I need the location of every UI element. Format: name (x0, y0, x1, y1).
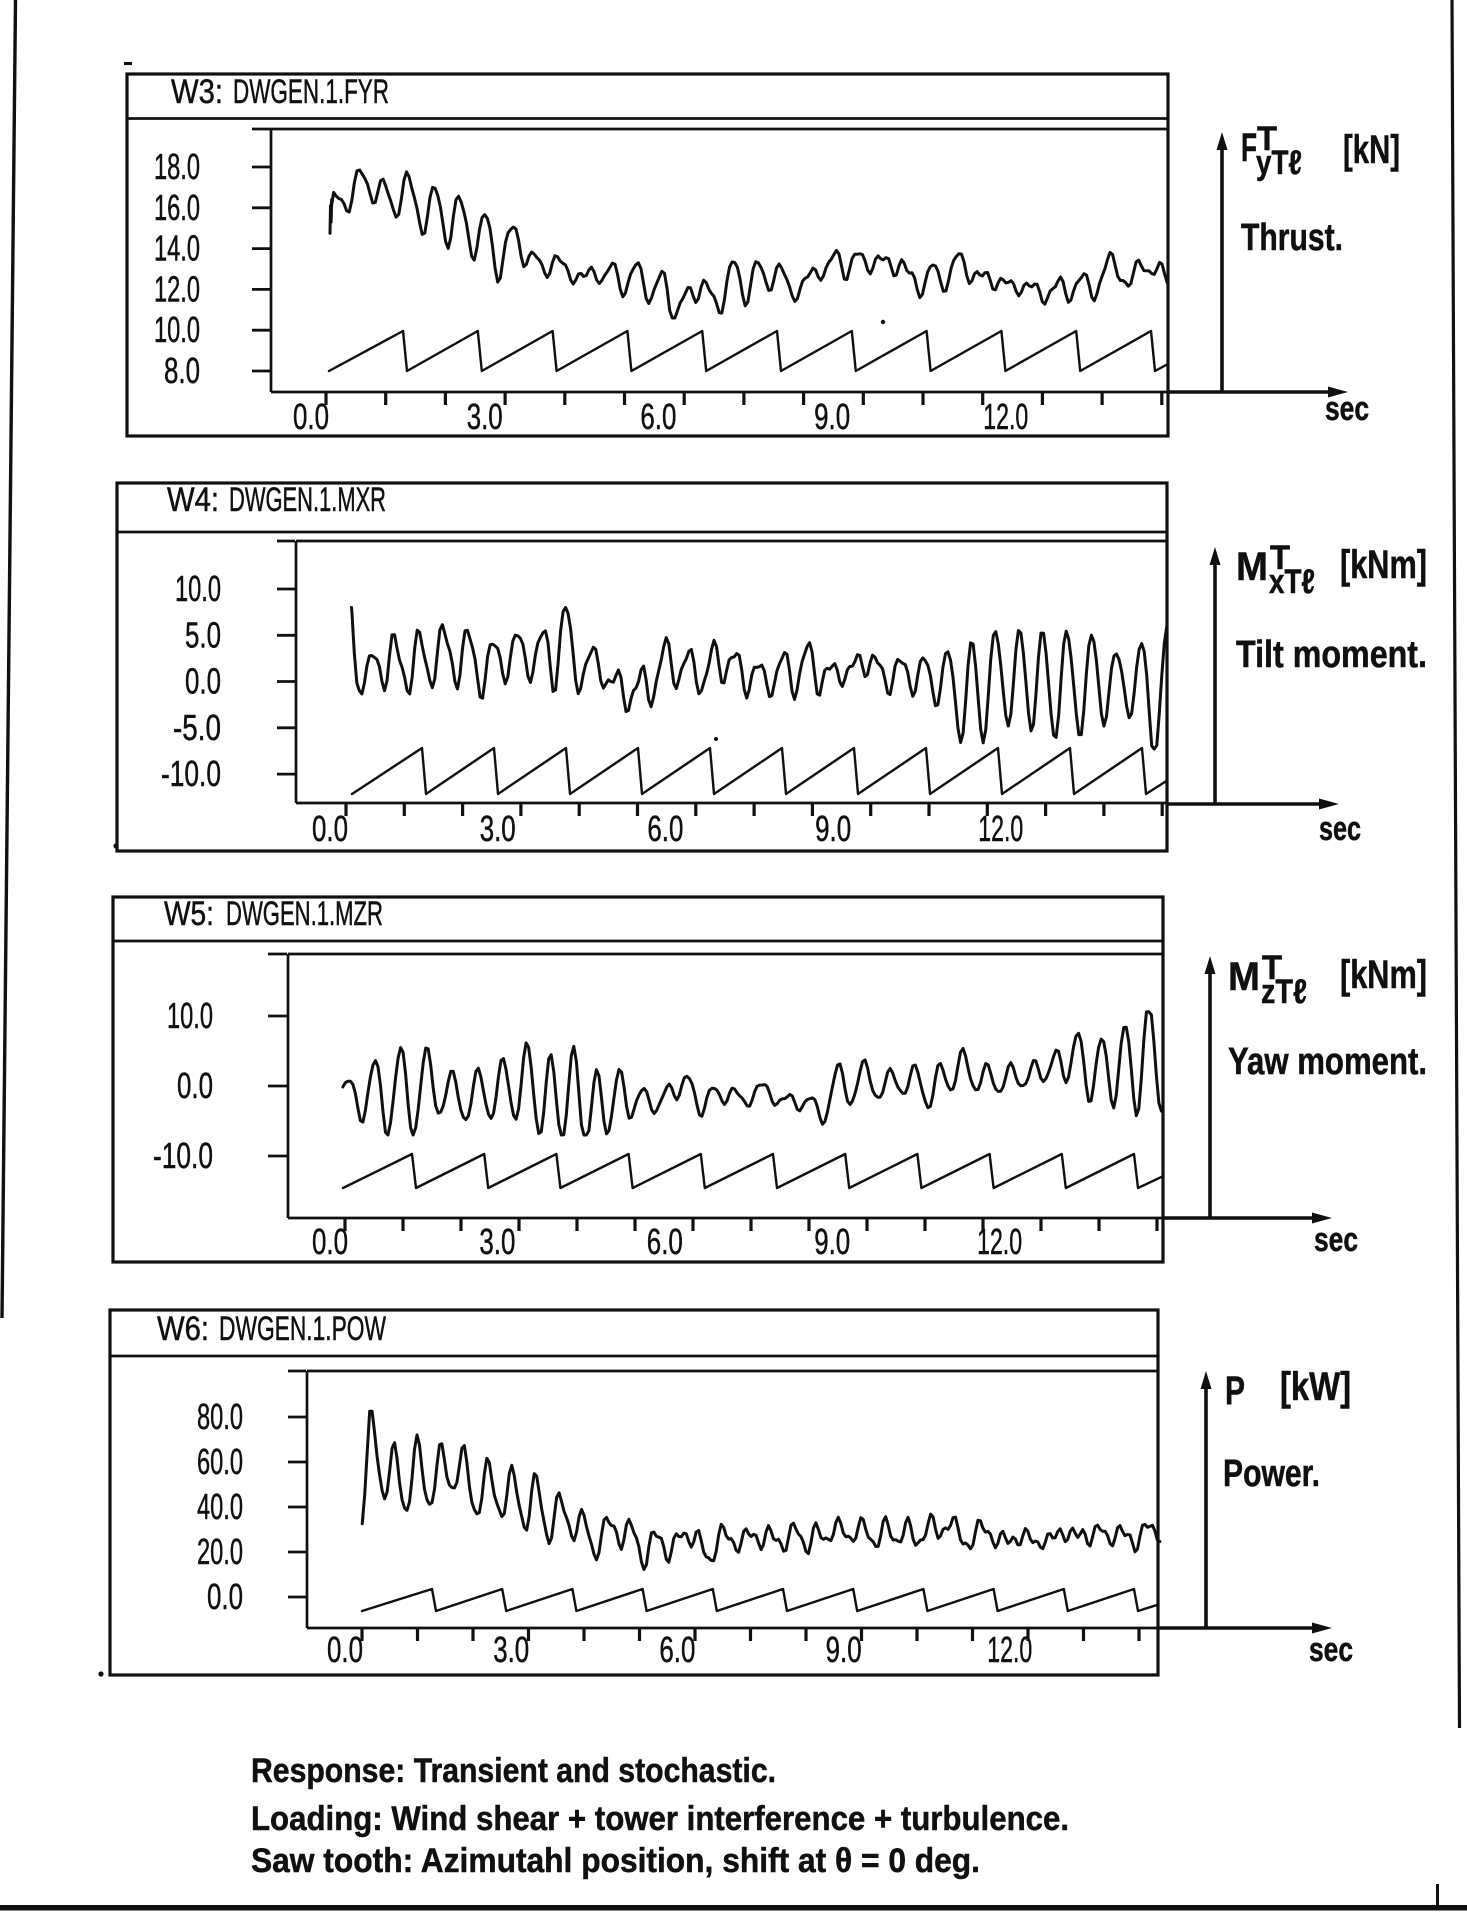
svg-text:[kNm]: [kNm] (1340, 543, 1427, 587)
svg-text:W6:: W6: (157, 1310, 209, 1348)
svg-text:6.0: 6.0 (659, 1629, 695, 1670)
svg-text:Thrust.: Thrust. (1241, 217, 1343, 259)
svg-text:12.0: 12.0 (154, 268, 200, 309)
svg-text:0.0: 0.0 (185, 661, 221, 702)
svg-text:40.0: 40.0 (197, 1486, 243, 1527)
svg-text:0.0: 0.0 (312, 1221, 348, 1262)
svg-text:10.0: 10.0 (175, 568, 221, 609)
svg-text:9.0: 9.0 (815, 808, 851, 849)
svg-text:12.0: 12.0 (983, 396, 1028, 437)
svg-text:yTℓ: yTℓ (1256, 144, 1302, 182)
svg-text:Power.: Power. (1223, 1453, 1320, 1495)
svg-text:sec: sec (1325, 390, 1369, 428)
svg-text:12.0: 12.0 (987, 1629, 1032, 1670)
svg-text:9.0: 9.0 (814, 1221, 850, 1262)
svg-text:Loading: Wind shear + tower in: Loading: Wind shear + tower interference… (251, 1800, 1069, 1838)
svg-text:xTℓ: xTℓ (1269, 563, 1315, 601)
svg-text:sec: sec (1314, 1221, 1358, 1259)
svg-text:W4:: W4: (167, 481, 219, 519)
svg-text:10.0: 10.0 (154, 309, 200, 350)
svg-text:10.0: 10.0 (167, 995, 213, 1036)
svg-text:12.0: 12.0 (977, 1221, 1022, 1262)
svg-text:0.0: 0.0 (177, 1065, 213, 1106)
svg-text:12.0: 12.0 (978, 808, 1023, 849)
svg-text:Yaw moment.: Yaw moment. (1228, 1041, 1427, 1083)
svg-text:W3:: W3: (171, 73, 223, 111)
svg-text:sec: sec (1309, 1631, 1353, 1669)
svg-text:F: F (1241, 126, 1257, 170)
svg-text:-10.0: -10.0 (161, 753, 221, 794)
svg-text:[kNm]: [kNm] (1340, 953, 1427, 997)
svg-text:18.0: 18.0 (154, 146, 200, 187)
svg-text:T: T (1257, 120, 1277, 158)
svg-text:80.0: 80.0 (197, 1396, 243, 1437)
svg-text:14.0: 14.0 (154, 228, 200, 269)
svg-text:M: M (1236, 545, 1268, 589)
svg-text:zTℓ: zTℓ (1261, 973, 1307, 1011)
svg-text:9.0: 9.0 (814, 396, 850, 437)
svg-text:T: T (1270, 539, 1290, 577)
svg-text:6.0: 6.0 (647, 1221, 683, 1262)
svg-text:DWGEN.1.POW: DWGEN.1.POW (219, 1310, 386, 1348)
svg-text:0.0: 0.0 (207, 1576, 243, 1617)
svg-text:Tilt moment.: Tilt moment. (1236, 634, 1427, 676)
svg-text:3.0: 3.0 (493, 1629, 529, 1670)
svg-text:8.0: 8.0 (164, 350, 200, 391)
svg-text:6.0: 6.0 (647, 808, 683, 849)
svg-text:Response: Transient and stocha: Response: Transient and stochastic. (251, 1752, 776, 1790)
svg-text:sec: sec (1319, 810, 1361, 848)
svg-text:[kN]: [kN] (1343, 128, 1400, 172)
svg-text:0.0: 0.0 (312, 808, 348, 849)
svg-text:T: T (1262, 949, 1282, 987)
svg-text:3.0: 3.0 (480, 808, 516, 849)
svg-text:DWGEN.1.MZR: DWGEN.1.MZR (226, 895, 383, 933)
svg-text:DWGEN.1.FYR: DWGEN.1.FYR (233, 73, 389, 111)
svg-text:60.0: 60.0 (197, 1441, 243, 1482)
svg-text:20.0: 20.0 (197, 1531, 243, 1572)
svg-text:W5:: W5: (164, 895, 214, 933)
svg-text:16.0: 16.0 (154, 187, 200, 228)
svg-text:DWGEN.1.MXR: DWGEN.1.MXR (229, 481, 386, 519)
svg-text:[kW]: [kW] (1280, 1365, 1351, 1409)
svg-text:3.0: 3.0 (479, 1221, 515, 1262)
svg-text:-10.0: -10.0 (153, 1135, 213, 1176)
svg-text:0.0: 0.0 (327, 1629, 363, 1670)
svg-text:5.0: 5.0 (185, 614, 221, 655)
svg-text:-5.0: -5.0 (173, 707, 221, 748)
svg-text:Saw tooth: Azimutahl position,: Saw tooth: Azimutahl position, shift at … (251, 1842, 980, 1880)
svg-text:6.0: 6.0 (640, 396, 676, 437)
svg-text:P: P (1225, 1369, 1245, 1413)
svg-text:9.0: 9.0 (826, 1629, 862, 1670)
svg-text:0.0: 0.0 (293, 396, 329, 437)
svg-text:3.0: 3.0 (467, 396, 503, 437)
svg-text:M: M (1228, 955, 1260, 999)
